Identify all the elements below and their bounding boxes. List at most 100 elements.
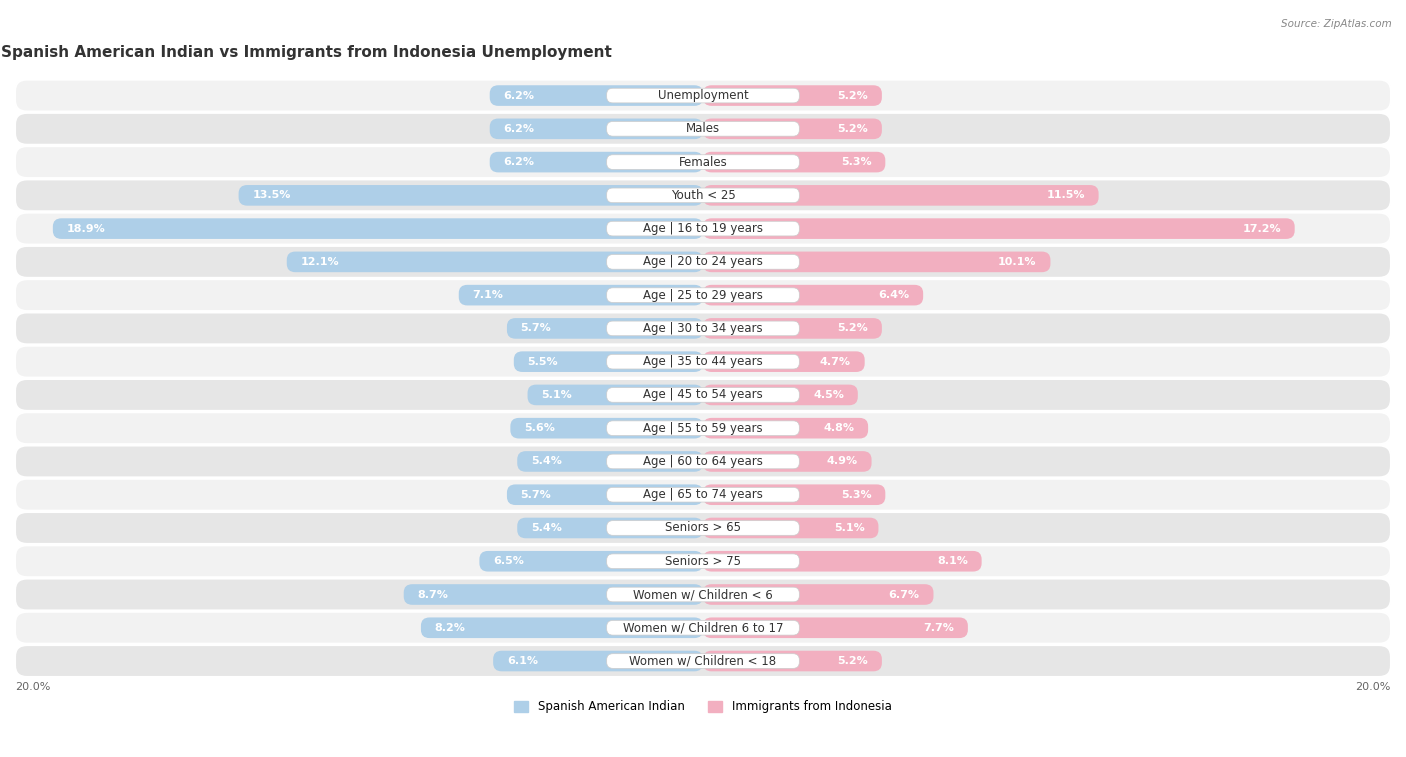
Text: Seniors > 65: Seniors > 65 xyxy=(665,522,741,534)
Text: 4.7%: 4.7% xyxy=(820,357,851,366)
Text: 4.8%: 4.8% xyxy=(824,423,855,433)
FancyBboxPatch shape xyxy=(703,418,868,438)
Text: 5.5%: 5.5% xyxy=(527,357,558,366)
FancyBboxPatch shape xyxy=(703,518,879,538)
Text: Women w/ Children 6 to 17: Women w/ Children 6 to 17 xyxy=(623,621,783,634)
Text: 5.7%: 5.7% xyxy=(520,323,551,333)
Text: 7.1%: 7.1% xyxy=(472,290,503,300)
FancyBboxPatch shape xyxy=(606,488,800,502)
FancyBboxPatch shape xyxy=(15,612,1391,643)
FancyBboxPatch shape xyxy=(606,122,800,136)
FancyBboxPatch shape xyxy=(239,185,703,206)
FancyBboxPatch shape xyxy=(15,213,1391,245)
Text: Unemployment: Unemployment xyxy=(658,89,748,102)
FancyBboxPatch shape xyxy=(479,551,703,572)
FancyBboxPatch shape xyxy=(15,113,1391,145)
Text: Age | 60 to 64 years: Age | 60 to 64 years xyxy=(643,455,763,468)
Text: 6.5%: 6.5% xyxy=(494,556,524,566)
Text: 5.2%: 5.2% xyxy=(838,656,868,666)
Text: 11.5%: 11.5% xyxy=(1046,190,1085,201)
Text: 5.2%: 5.2% xyxy=(838,91,868,101)
FancyBboxPatch shape xyxy=(15,413,1391,444)
FancyBboxPatch shape xyxy=(517,451,703,472)
Text: 6.2%: 6.2% xyxy=(503,91,534,101)
FancyBboxPatch shape xyxy=(15,645,1391,677)
FancyBboxPatch shape xyxy=(703,185,1098,206)
FancyBboxPatch shape xyxy=(527,385,703,405)
Text: Age | 55 to 59 years: Age | 55 to 59 years xyxy=(643,422,763,435)
Text: Age | 45 to 54 years: Age | 45 to 54 years xyxy=(643,388,763,401)
Text: 4.9%: 4.9% xyxy=(827,456,858,466)
FancyBboxPatch shape xyxy=(606,89,800,103)
Text: 6.7%: 6.7% xyxy=(889,590,920,600)
FancyBboxPatch shape xyxy=(494,651,703,671)
Text: 6.2%: 6.2% xyxy=(503,124,534,134)
Text: 5.2%: 5.2% xyxy=(838,124,868,134)
Text: Age | 35 to 44 years: Age | 35 to 44 years xyxy=(643,355,763,368)
Text: Women w/ Children < 6: Women w/ Children < 6 xyxy=(633,588,773,601)
FancyBboxPatch shape xyxy=(15,379,1391,411)
Text: Males: Males xyxy=(686,123,720,136)
FancyBboxPatch shape xyxy=(606,554,800,569)
Text: 5.3%: 5.3% xyxy=(841,490,872,500)
Text: 5.7%: 5.7% xyxy=(520,490,551,500)
Text: Seniors > 75: Seniors > 75 xyxy=(665,555,741,568)
FancyBboxPatch shape xyxy=(703,119,882,139)
Legend: Spanish American Indian, Immigrants from Indonesia: Spanish American Indian, Immigrants from… xyxy=(515,700,891,713)
Text: 8.2%: 8.2% xyxy=(434,623,465,633)
FancyBboxPatch shape xyxy=(287,251,703,273)
FancyBboxPatch shape xyxy=(606,288,800,303)
Text: Age | 25 to 29 years: Age | 25 to 29 years xyxy=(643,288,763,301)
FancyBboxPatch shape xyxy=(606,654,800,668)
Text: Females: Females xyxy=(679,156,727,169)
Text: Spanish American Indian vs Immigrants from Indonesia Unemployment: Spanish American Indian vs Immigrants fr… xyxy=(1,45,612,61)
Text: Youth < 25: Youth < 25 xyxy=(671,188,735,202)
FancyBboxPatch shape xyxy=(606,421,800,435)
FancyBboxPatch shape xyxy=(15,478,1391,511)
FancyBboxPatch shape xyxy=(489,86,703,106)
FancyBboxPatch shape xyxy=(15,346,1391,378)
Text: 12.1%: 12.1% xyxy=(301,257,339,267)
FancyBboxPatch shape xyxy=(15,445,1391,478)
Text: 5.2%: 5.2% xyxy=(838,323,868,333)
Text: Age | 16 to 19 years: Age | 16 to 19 years xyxy=(643,222,763,235)
FancyBboxPatch shape xyxy=(606,254,800,269)
Text: 6.1%: 6.1% xyxy=(508,656,538,666)
FancyBboxPatch shape xyxy=(508,484,703,505)
FancyBboxPatch shape xyxy=(703,618,967,638)
Text: Women w/ Children < 18: Women w/ Children < 18 xyxy=(630,655,776,668)
Text: Source: ZipAtlas.com: Source: ZipAtlas.com xyxy=(1281,19,1392,29)
Text: 20.0%: 20.0% xyxy=(1355,681,1391,692)
FancyBboxPatch shape xyxy=(15,146,1391,178)
Text: Age | 30 to 34 years: Age | 30 to 34 years xyxy=(643,322,763,335)
FancyBboxPatch shape xyxy=(15,79,1391,111)
Text: Age | 65 to 74 years: Age | 65 to 74 years xyxy=(643,488,763,501)
FancyBboxPatch shape xyxy=(15,578,1391,610)
FancyBboxPatch shape xyxy=(517,518,703,538)
Text: 17.2%: 17.2% xyxy=(1243,223,1281,234)
FancyBboxPatch shape xyxy=(703,385,858,405)
FancyBboxPatch shape xyxy=(703,86,882,106)
Text: 5.4%: 5.4% xyxy=(531,523,562,533)
FancyBboxPatch shape xyxy=(703,318,882,338)
FancyBboxPatch shape xyxy=(703,251,1050,273)
FancyBboxPatch shape xyxy=(15,246,1391,278)
FancyBboxPatch shape xyxy=(703,651,882,671)
Text: 8.7%: 8.7% xyxy=(418,590,449,600)
FancyBboxPatch shape xyxy=(420,618,703,638)
Text: 5.3%: 5.3% xyxy=(841,157,872,167)
FancyBboxPatch shape xyxy=(606,521,800,535)
Text: 6.4%: 6.4% xyxy=(879,290,910,300)
Text: 7.7%: 7.7% xyxy=(924,623,955,633)
Text: 5.4%: 5.4% xyxy=(531,456,562,466)
FancyBboxPatch shape xyxy=(458,285,703,306)
FancyBboxPatch shape xyxy=(606,587,800,602)
FancyBboxPatch shape xyxy=(703,551,981,572)
FancyBboxPatch shape xyxy=(703,451,872,472)
Text: 18.9%: 18.9% xyxy=(66,223,105,234)
FancyBboxPatch shape xyxy=(15,279,1391,311)
Text: 20.0%: 20.0% xyxy=(15,681,51,692)
FancyBboxPatch shape xyxy=(703,484,886,505)
FancyBboxPatch shape xyxy=(510,418,703,438)
FancyBboxPatch shape xyxy=(513,351,703,372)
